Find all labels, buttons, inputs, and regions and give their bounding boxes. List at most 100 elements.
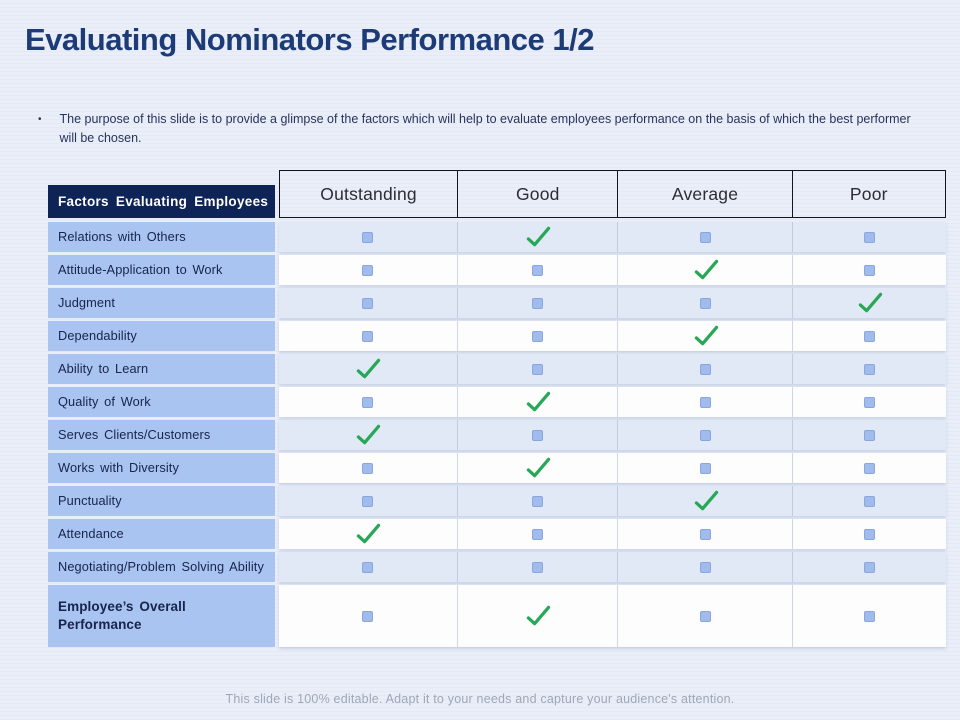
square-marker-icon — [532, 264, 544, 276]
rating-cells — [279, 354, 946, 384]
table-row: Ability to Learn — [48, 354, 946, 384]
square-marker-icon — [699, 429, 711, 441]
table-row: Works with Diversity — [48, 453, 946, 483]
rating-cell — [792, 585, 946, 647]
square-marker-icon — [362, 495, 374, 507]
rating-cell — [617, 387, 792, 417]
rating-cell — [617, 354, 792, 384]
rating-cell — [279, 552, 457, 582]
check-icon — [354, 424, 381, 447]
rating-cell — [617, 585, 792, 647]
rating-cell — [617, 255, 792, 285]
rating-cell — [279, 585, 457, 647]
rating-cell — [456, 288, 618, 318]
square-marker-icon — [864, 429, 876, 441]
table-row: Punctuality — [48, 486, 946, 516]
rating-cell — [792, 420, 946, 450]
rating-cell — [617, 420, 792, 450]
bullet-marker: • — [38, 114, 42, 125]
factor-label: Judgment — [48, 288, 275, 318]
rating-header-average: Average — [617, 171, 791, 217]
slide-title: Evaluating Nominators Performance 1/2 — [25, 22, 594, 57]
rating-cell — [792, 453, 946, 483]
table-row: Attitude-Application to Work — [48, 255, 946, 285]
table-row: Attendance — [48, 519, 946, 549]
rating-cells — [279, 585, 946, 647]
rating-cell — [456, 420, 618, 450]
square-marker-icon — [699, 297, 711, 309]
check-icon — [692, 490, 719, 513]
check-icon — [692, 259, 719, 282]
rating-cell — [617, 486, 792, 516]
rating-cell — [279, 519, 457, 549]
factor-label: Ability to Learn — [48, 354, 275, 384]
table-row: Serves Clients/Customers — [48, 420, 946, 450]
rating-cell — [279, 420, 457, 450]
square-marker-icon — [362, 396, 374, 408]
factor-label: Dependability — [48, 321, 275, 351]
rating-cells — [279, 288, 946, 318]
rating-header-poor: Poor — [791, 171, 945, 217]
square-marker-icon — [864, 363, 876, 375]
purpose-bullet: • The purpose of this slide is to provid… — [38, 110, 918, 149]
rating-cell — [456, 486, 618, 516]
rating-cell — [617, 453, 792, 483]
check-icon — [524, 226, 551, 249]
rating-cells — [279, 255, 946, 285]
rating-cell — [456, 354, 618, 384]
square-marker-icon — [532, 429, 544, 441]
table-row: Quality of Work — [48, 387, 946, 417]
rating-cell — [456, 321, 618, 351]
factors-table: Factors Evaluating Employees Outstanding… — [48, 170, 946, 650]
square-marker-icon — [532, 297, 544, 309]
rating-cells — [279, 486, 946, 516]
square-marker-icon — [532, 363, 544, 375]
rating-cells — [279, 552, 946, 582]
check-icon — [354, 358, 381, 381]
check-icon — [524, 605, 551, 628]
square-marker-icon — [864, 396, 876, 408]
square-marker-icon — [699, 610, 711, 622]
table-row: Relations with Others — [48, 222, 946, 252]
rating-cells — [279, 453, 946, 483]
table-row: Negotiating/Problem Solving Ability — [48, 552, 946, 582]
check-icon — [692, 325, 719, 348]
rating-cell — [456, 387, 618, 417]
square-marker-icon — [362, 561, 374, 573]
rating-cell — [279, 288, 457, 318]
factor-label: Serves Clients/Customers — [48, 420, 275, 450]
square-marker-icon — [362, 264, 374, 276]
table-header-row: Factors Evaluating Employees Outstanding… — [48, 170, 946, 218]
rating-cell — [279, 486, 457, 516]
rating-headers: Outstanding Good Average Poor — [279, 170, 946, 218]
square-marker-icon — [362, 462, 374, 474]
rating-cells — [279, 420, 946, 450]
square-marker-icon — [362, 610, 374, 622]
footer-note: This slide is 100% editable. Adapt it to… — [225, 692, 735, 706]
rating-cell — [792, 387, 946, 417]
rating-header-outstanding: Outstanding — [320, 183, 417, 204]
square-marker-icon — [864, 561, 876, 573]
rating-cell — [617, 552, 792, 582]
rating-cell — [279, 255, 457, 285]
factor-label: Attitude-Application to Work — [48, 255, 275, 285]
rating-cell — [456, 222, 618, 252]
square-marker-icon — [864, 231, 876, 243]
factor-label: Employee’s Overall Performance — [48, 585, 275, 647]
factor-header-cell: Factors Evaluating Employees — [48, 185, 275, 218]
rating-cell — [456, 255, 618, 285]
square-marker-icon — [362, 297, 374, 309]
rating-cell — [792, 255, 946, 285]
rating-cell — [456, 585, 618, 647]
rating-cell — [792, 552, 946, 582]
square-marker-icon — [864, 610, 876, 622]
square-marker-icon — [532, 330, 544, 342]
rating-cells — [279, 222, 946, 252]
square-marker-icon — [699, 462, 711, 474]
rating-cells — [279, 321, 946, 351]
rating-cell — [792, 222, 946, 252]
factor-label: Punctuality — [48, 486, 275, 516]
square-marker-icon — [864, 495, 876, 507]
check-icon — [856, 292, 883, 315]
rating-cell — [792, 288, 946, 318]
